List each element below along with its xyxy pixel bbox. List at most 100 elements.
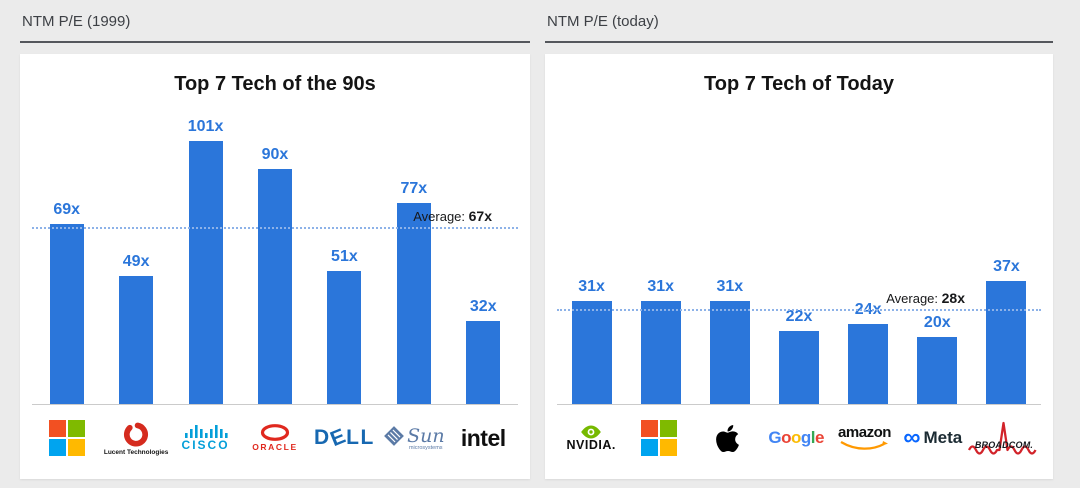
microsoft-logo [48, 420, 85, 456]
broadcom-pulse-icon [967, 421, 1037, 455]
lucent-ring-icon [124, 421, 149, 447]
intel-logo: intel [460, 425, 506, 451]
chart-panel-today: Top 7 Tech of Today 31x 31x 31x 22x 24x 20x 37… [545, 54, 1053, 479]
bar-column: 31x [626, 104, 695, 404]
google-letter: o [790, 428, 801, 447]
nvidia-logo: NVIDIA. [566, 425, 615, 452]
logo-cell-meta: ∞ Meta [899, 424, 967, 451]
broadcom-label: BROADCOM. [974, 440, 1034, 450]
nvidia-label: NVIDIA. [566, 437, 616, 452]
bar-meta [917, 337, 958, 404]
logo-cell-nvidia: NVIDIA. [557, 421, 625, 452]
microsoft-square-icon [641, 439, 659, 456]
bar-column: 90x [240, 104, 309, 404]
google-logo: Google [768, 428, 824, 448]
logo-cell-cisco: CISCO [171, 421, 240, 451]
average-label-value: 67x [468, 208, 492, 225]
sun-label: Sun [407, 425, 445, 447]
dell-letter: L [346, 426, 361, 449]
oracle-ring-icon [260, 424, 290, 441]
logo-cell-lucent: Lucent Technologies [101, 417, 170, 456]
bar-amazon [848, 324, 889, 404]
bar-value-label: 31x [578, 277, 605, 295]
bars-row: 31x 31x 31x 22x 24x 20x 37x [557, 104, 1041, 404]
logo-cell-broadcom: BROADCOM. [967, 415, 1041, 457]
bar-column: 37x [972, 104, 1041, 404]
cisco-label: CISCO [181, 438, 230, 452]
meta-infinity-icon: ∞ [903, 424, 921, 451]
logo-cell-oracle: ORACLE [240, 420, 309, 452]
section-header-today: NTM P/E (today) [547, 13, 659, 30]
microsoft-square-icon [660, 439, 678, 456]
bar-column: 31x [557, 104, 626, 404]
google-letter: o [781, 428, 791, 447]
meta-logo: ∞ Meta [903, 424, 963, 451]
logo-cell-sun: Sun microsystems [379, 421, 448, 451]
bar-broadcom [986, 280, 1027, 404]
microsoft-square-icon [641, 420, 659, 437]
bar-dell [327, 270, 362, 404]
bar-value-label: 90x [261, 146, 289, 164]
bar-column: 31x [695, 104, 764, 404]
microsoft-logo [641, 420, 678, 456]
bar-column: 32x [449, 104, 518, 404]
logo-cell-google: Google [762, 424, 830, 448]
plot-area-today: 31x 31x 31x 22x 24x 20x 37x Average: 28x [557, 104, 1041, 404]
google-letter: g [800, 428, 811, 447]
meta-label: Meta [923, 428, 963, 447]
bar-column: 77x [379, 104, 448, 404]
bar-microsoft [640, 300, 681, 404]
microsoft-square-icon [48, 420, 66, 437]
bar-nvidia [571, 300, 612, 404]
lucent-logo: Lucent Technologies [103, 421, 169, 456]
chart-title-1999: Top 7 Tech of the 90s [174, 73, 376, 95]
bar-sun-microsystems [396, 203, 431, 404]
bars-row: 69x 49x 101x 90x 51x 77x 32x [32, 104, 518, 404]
sun-diamond-icon [384, 426, 404, 446]
x-axis-logos-today: NVIDIA. [557, 404, 1041, 467]
bar-microsoft [49, 224, 84, 404]
bar-value-label: 51x [331, 247, 358, 265]
broadcom-logo: BROADCOM. [967, 419, 1041, 457]
bar-cisco [188, 140, 223, 404]
amazon-label: amazon [838, 423, 891, 441]
average-line [557, 308, 1041, 311]
bar-column: 20x [903, 104, 972, 404]
bar-lucent-technologies [119, 276, 154, 404]
average-label: Average: 67x [413, 208, 492, 224]
header-rule [545, 41, 1053, 43]
bar-value-label: 49x [122, 253, 150, 271]
bar-intel [466, 320, 501, 404]
bar-value-label: 32x [469, 297, 497, 315]
average-line [32, 227, 518, 230]
google-letter: e [814, 428, 824, 447]
dell-letter: D [313, 426, 331, 449]
bar-apple [709, 300, 750, 404]
average-label-value: 28x [941, 289, 965, 306]
logo-cell-apple [694, 419, 762, 454]
bar-value-label: 101x [187, 117, 224, 135]
bar-value-label: 20x [923, 314, 951, 332]
bar-google [778, 330, 819, 404]
google-letter: G [768, 428, 782, 447]
dell-letter: L [360, 426, 375, 449]
microsoft-square-icon [67, 439, 85, 456]
lucent-label: Lucent Technologies [103, 448, 169, 456]
logo-cell-intel: intel [449, 422, 518, 450]
amazon-logo: amazon [838, 423, 891, 451]
apple-icon [716, 424, 740, 452]
oracle-logo: ORACLE [252, 424, 298, 452]
microsoft-square-icon [67, 420, 85, 437]
microsoft-square-icon [660, 420, 678, 437]
nvidia-eye-icon [581, 425, 601, 438]
cisco-bridge-icon [184, 425, 228, 438]
oracle-label: ORACLE [252, 442, 298, 452]
logo-cell-amazon: amazon [830, 422, 898, 451]
bar-value-label: 31x [716, 277, 744, 295]
bar-oracle [257, 169, 292, 404]
sun-sublabel: microsystems [408, 445, 443, 451]
average-label-prefix: Average: [886, 290, 942, 306]
logo-cell-microsoft [625, 416, 693, 456]
